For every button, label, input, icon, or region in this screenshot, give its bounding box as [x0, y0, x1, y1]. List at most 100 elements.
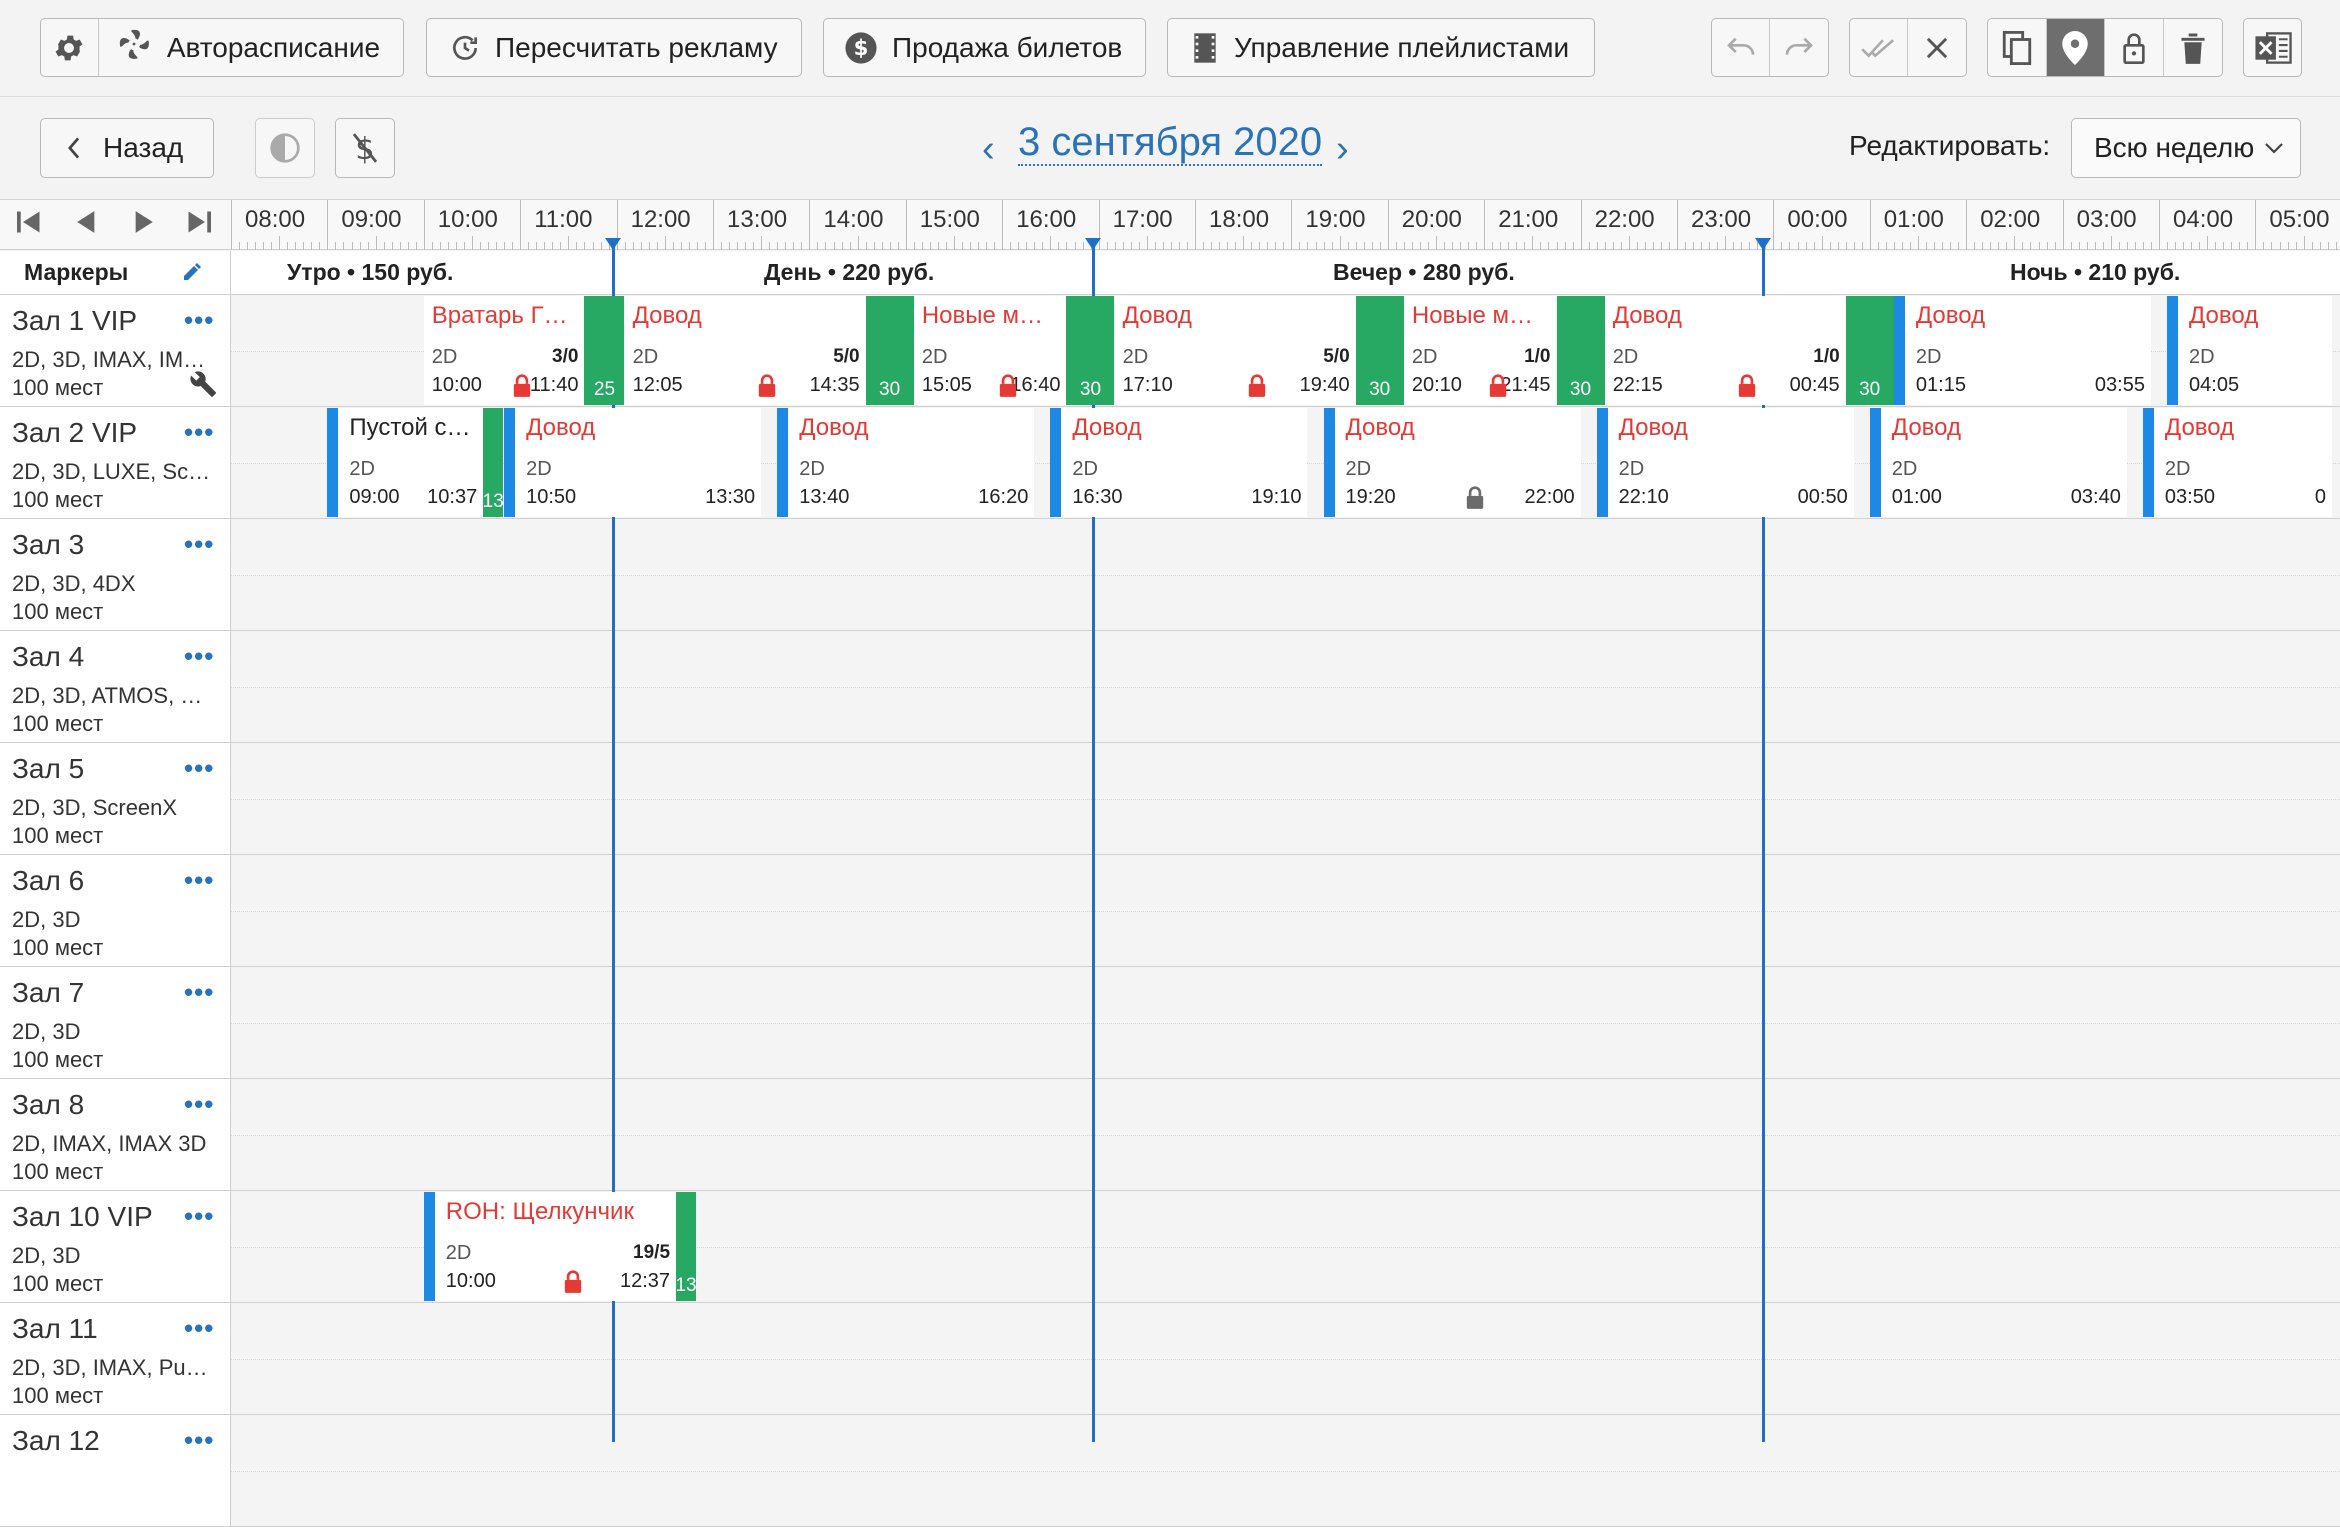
- contrast-toggle-button[interactable]: [255, 118, 315, 178]
- prev-day-chevron-icon[interactable]: ‹: [982, 128, 995, 170]
- session-block[interactable]: Довод 2D 16:30 19:10: [1050, 408, 1308, 517]
- session-block[interactable]: Новые м… 2D 15:05 16:40: [913, 296, 1067, 405]
- hall-label[interactable]: Зал 2 VIP ••• 2D, 3D, LUXE, Sc… 100 мест: [0, 407, 231, 518]
- period-morning[interactable]: Утро • 150 руб.: [287, 259, 454, 285]
- period-evening[interactable]: Вечер • 280 руб.: [1333, 259, 1515, 285]
- session-block[interactable]: Довод 2D 22:10 00:50: [1596, 408, 1854, 517]
- edit-scope-dropdown[interactable]: Всю неделю: [2071, 118, 2301, 178]
- hall-menu-icon[interactable]: •••: [184, 641, 215, 671]
- hall-menu-icon[interactable]: •••: [184, 1425, 215, 1455]
- lock-button[interactable]: [2105, 19, 2164, 76]
- lock-icon[interactable]: [998, 374, 1018, 398]
- session-block[interactable]: Довод 2D 22:15 00:45 1/0: [1604, 296, 1846, 405]
- session-block[interactable]: Вратарь Г… 2D 10:00 11:40 3/0: [423, 296, 585, 405]
- copy-button[interactable]: [1988, 19, 2047, 76]
- hall-timeline[interactable]: [231, 1303, 2340, 1414]
- session-block[interactable]: Довод 2D 04:05: [2167, 296, 2332, 405]
- hall-label[interactable]: Зал 4 ••• 2D, 3D, ATMOS, … 100 мест: [0, 631, 231, 742]
- cancel-button[interactable]: [1908, 19, 1966, 76]
- recalc-ads-button[interactable]: Пересчитать рекламу: [426, 18, 802, 77]
- hall-timeline[interactable]: [231, 743, 2340, 854]
- hall-label[interactable]: Зал 6 ••• 2D, 3D 100 мест: [0, 855, 231, 966]
- export-excel-button[interactable]: [2244, 19, 2301, 76]
- lock-icon[interactable]: [1488, 374, 1508, 398]
- session-block[interactable]: Новые м… 2D 20:10 21:45 1/0: [1403, 296, 1557, 405]
- period-boundary-handle[interactable]: [1755, 238, 1771, 250]
- step-forward-icon[interactable]: [132, 208, 158, 244]
- hall-label[interactable]: Зал 8 ••• 2D, IMAX, IMAX 3D 100 мест: [0, 1079, 231, 1190]
- break-gap[interactable]: 13: [675, 1192, 697, 1301]
- wrench-icon[interactable]: [190, 370, 218, 398]
- pencil-icon[interactable]: [182, 261, 202, 283]
- hall-label[interactable]: Зал 3 ••• 2D, 3D, 4DX 100 мест: [0, 519, 231, 630]
- hall-menu-icon[interactable]: •••: [184, 1089, 215, 1119]
- hall-menu-icon[interactable]: •••: [184, 305, 215, 335]
- step-back-icon[interactable]: [72, 208, 98, 244]
- session-block[interactable]: Довод 2D 13:40 16:20: [777, 408, 1035, 517]
- jump-end-icon[interactable]: [184, 208, 214, 244]
- delete-button[interactable]: [2164, 19, 2223, 76]
- back-button[interactable]: Назад: [40, 118, 214, 178]
- hall-menu-icon[interactable]: •••: [184, 977, 215, 1007]
- session-block[interactable]: Пустой с… 2D 09:00 10:37: [327, 408, 484, 517]
- hall-menu-icon[interactable]: •••: [184, 865, 215, 895]
- break-gap[interactable]: 30: [1556, 296, 1605, 405]
- hall-menu-icon[interactable]: •••: [184, 753, 215, 783]
- hall-menu-icon[interactable]: •••: [184, 417, 215, 447]
- period-day[interactable]: День • 220 руб.: [764, 259, 935, 285]
- period-boundary-line[interactable]: [1092, 240, 1095, 1442]
- next-day-chevron-icon[interactable]: ›: [1336, 128, 1349, 170]
- session-block[interactable]: Довод 2D 01:15 03:55: [1893, 296, 2151, 405]
- period-boundary-line[interactable]: [1762, 240, 1765, 1442]
- hall-timeline[interactable]: [231, 631, 2340, 742]
- settings-button[interactable]: [41, 19, 99, 76]
- hall-timeline[interactable]: [231, 1415, 2340, 1526]
- hall-label[interactable]: Зал 1 VIP ••• 2D, 3D, IMAX, IM… 100 мест: [0, 295, 231, 406]
- session-block[interactable]: Довод 2D 19:20 22:00: [1323, 408, 1581, 517]
- hall-timeline[interactable]: [231, 967, 2340, 1078]
- period-night[interactable]: Ночь • 210 руб.: [2010, 259, 2181, 285]
- hall-label[interactable]: Зал 10 VIP ••• 2D, 3D 100 мест: [0, 1191, 231, 1302]
- lock-icon[interactable]: [1465, 486, 1485, 510]
- hall-menu-icon[interactable]: •••: [184, 1201, 215, 1231]
- undo-button[interactable]: [1712, 19, 1771, 76]
- period-boundary-handle[interactable]: [605, 238, 621, 250]
- lock-icon[interactable]: [512, 374, 532, 398]
- current-date-link[interactable]: 3 сентября 2020: [1018, 120, 1323, 166]
- jump-start-icon[interactable]: [14, 208, 44, 244]
- break-gap[interactable]: 30: [865, 296, 914, 405]
- lock-icon[interactable]: [757, 374, 777, 398]
- period-boundary-handle[interactable]: [1085, 238, 1101, 250]
- break-gap[interactable]: 25: [584, 296, 625, 405]
- session-block[interactable]: Довод 2D 12:05 14:35 5/0: [624, 296, 866, 405]
- lock-icon[interactable]: [563, 1270, 583, 1294]
- marker-pin-button[interactable]: [2046, 19, 2105, 76]
- lock-icon[interactable]: [1247, 374, 1267, 398]
- hall-label[interactable]: Зал 12 •••: [0, 1415, 231, 1526]
- break-gap[interactable]: 13: [483, 408, 504, 517]
- hall-label[interactable]: Зал 7 ••• 2D, 3D 100 мест: [0, 967, 231, 1078]
- confirm-all-button[interactable]: [1850, 19, 1909, 76]
- break-gap[interactable]: 30: [1355, 296, 1404, 405]
- lock-icon[interactable]: [1737, 374, 1757, 398]
- no-price-toggle-button[interactable]: $: [335, 118, 395, 178]
- ticket-sales-button[interactable]: $ Продажа билетов: [823, 18, 1146, 77]
- playlists-button[interactable]: Управление плейлистами: [1167, 18, 1595, 77]
- break-gap[interactable]: 30: [1066, 296, 1115, 405]
- redo-button[interactable]: [1770, 19, 1828, 76]
- hall-timeline[interactable]: [231, 519, 2340, 630]
- hall-menu-icon[interactable]: •••: [184, 529, 215, 559]
- hall-label[interactable]: Зал 5 ••• 2D, 3D, ScreenX 100 мест: [0, 743, 231, 854]
- period-boundary-line[interactable]: [612, 240, 615, 1442]
- hall-label[interactable]: Зал 11 ••• 2D, 3D, IMAX, Pu… 100 мест: [0, 1303, 231, 1414]
- hall-timeline[interactable]: [231, 1079, 2340, 1190]
- session-block[interactable]: ROH: Щелкунчик 2D 10:00 12:37 19/5: [423, 1192, 677, 1301]
- break-gap[interactable]: 30: [1845, 296, 1894, 405]
- hall-timeline[interactable]: [231, 855, 2340, 966]
- session-block[interactable]: Довод 2D 03:50 0: [2142, 408, 2332, 517]
- session-block[interactable]: Довод 2D 10:50 13:30: [504, 408, 762, 517]
- hall-menu-icon[interactable]: •••: [184, 1313, 215, 1343]
- session-block[interactable]: Довод 2D 01:00 03:40: [1869, 408, 2127, 517]
- autoschedule-button[interactable]: Авторасписание: [99, 19, 403, 76]
- session-block[interactable]: Довод 2D 17:10 19:40 5/0: [1114, 296, 1356, 405]
